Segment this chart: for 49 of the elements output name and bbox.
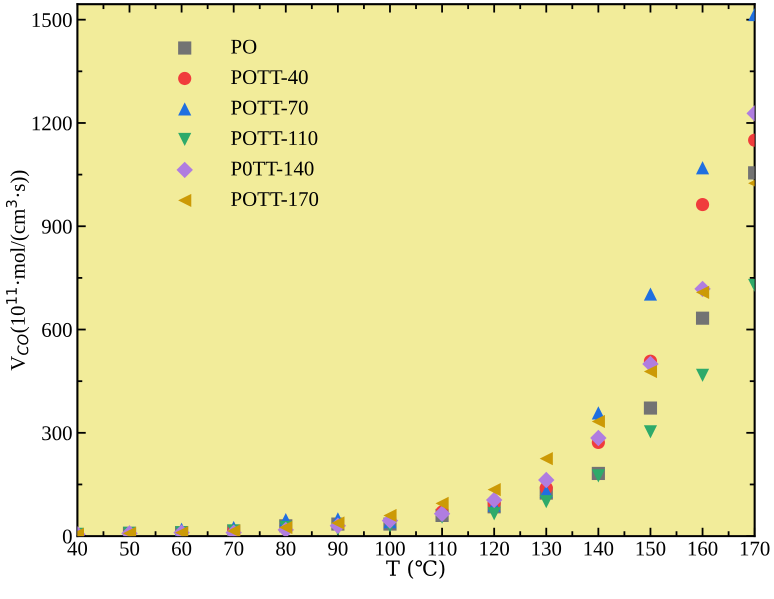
point — [540, 452, 553, 466]
legend-label: POTT-70 — [231, 100, 308, 115]
point — [644, 364, 658, 378]
point — [435, 496, 449, 510]
point — [434, 506, 450, 522]
y-tick-label: 900 — [42, 220, 72, 234]
legend-label: POTT-110 — [231, 131, 318, 146]
point — [696, 312, 710, 325]
y-tick-label: 300 — [42, 426, 72, 440]
x-tick-label: 80 — [276, 542, 296, 556]
x-axis-title: T (℃) — [386, 560, 444, 579]
x-tick-label: 130 — [532, 542, 562, 556]
point — [540, 495, 553, 508]
x-tick-label: 120 — [480, 542, 509, 556]
point — [644, 401, 658, 415]
x-tick-label: 110 — [428, 542, 457, 556]
point — [644, 287, 658, 301]
x-tick-label: 170 — [740, 542, 770, 556]
point — [696, 286, 710, 299]
y-tick-label: 0 — [62, 529, 72, 544]
point — [696, 161, 710, 174]
point — [590, 430, 607, 446]
point — [696, 198, 710, 212]
point — [383, 508, 397, 522]
x-tick-label: 40 — [67, 542, 88, 556]
y-axis-title: V$_{CO}$(10$^{11}$·mol/(cm$^{3}$·s)) — [6, 170, 30, 371]
point — [592, 414, 605, 428]
point — [538, 472, 554, 488]
x-tick-label: 60 — [172, 542, 192, 556]
x-tick-label: 50 — [120, 542, 140, 556]
legend-label: POTT-170 — [231, 192, 318, 206]
x-tick-label: 70 — [224, 542, 244, 556]
x-tick-label: 150 — [636, 542, 666, 556]
point — [486, 492, 502, 508]
x-tick-label: 90 — [328, 542, 348, 556]
y-tick-label: 600 — [42, 322, 72, 337]
point — [488, 483, 501, 496]
y-tick-label: 1200 — [32, 116, 72, 130]
point — [696, 368, 710, 382]
x-tick-label: 100 — [376, 542, 405, 556]
point — [488, 507, 501, 520]
legend-label: PO — [231, 40, 256, 54]
point — [592, 469, 605, 482]
y-tick-label: 1500 — [32, 13, 72, 28]
legend-label: P0TT-140 — [231, 162, 314, 176]
x-tick-label: 160 — [688, 542, 718, 556]
legend-label: POTT-40 — [231, 70, 308, 84]
x-tick-label: 140 — [584, 542, 614, 556]
point — [644, 425, 658, 438]
